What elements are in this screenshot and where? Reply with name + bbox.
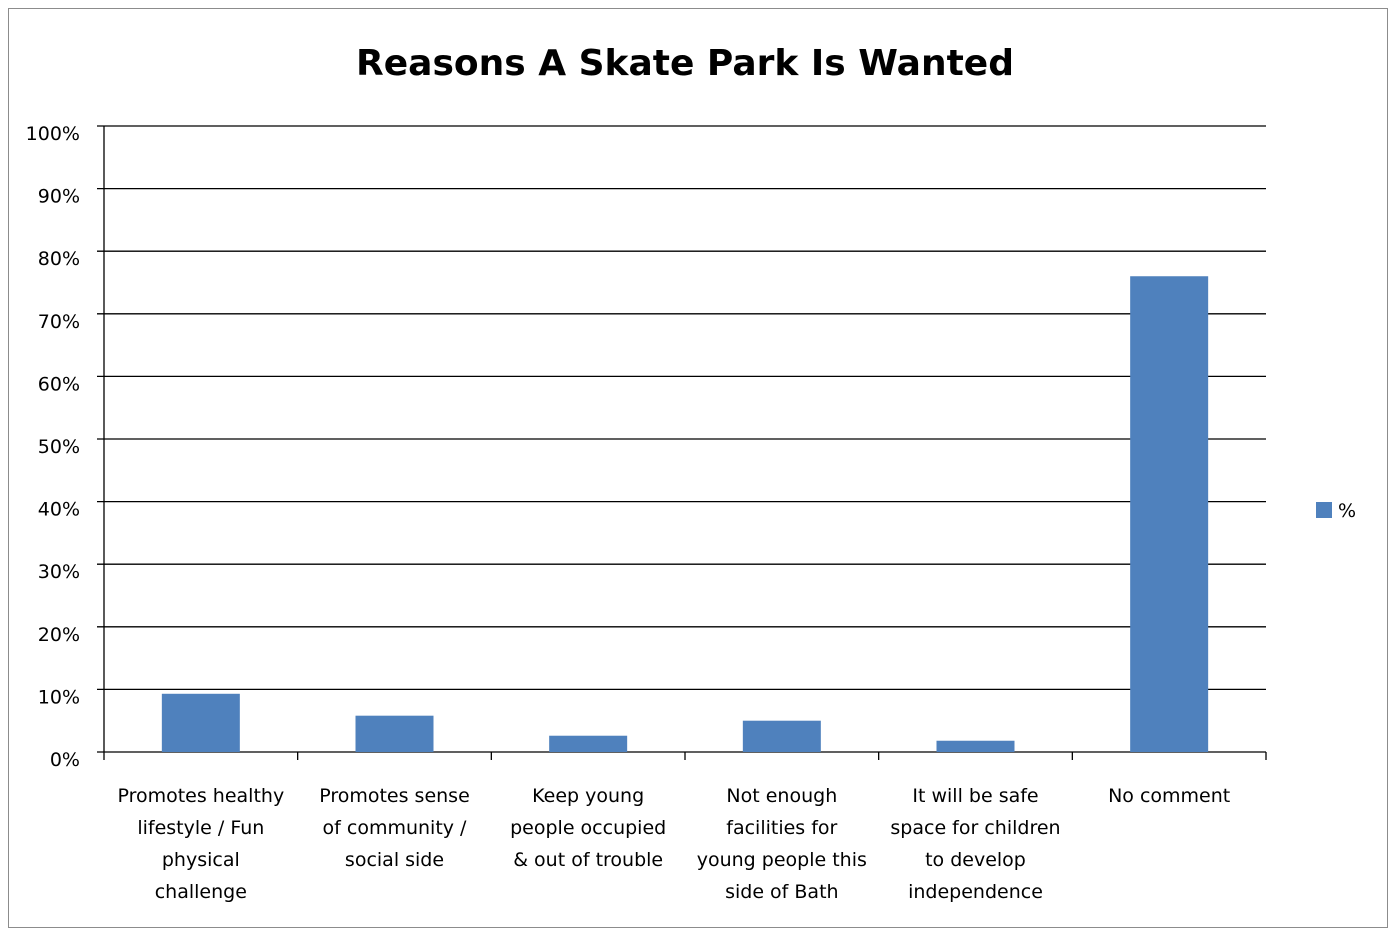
legend-swatch [1316,502,1332,518]
x-category-label: Not enough facilities for young people thi… [697,785,867,903]
x-category-line: people occupied [510,817,666,839]
y-tick-label: 90% [38,186,80,208]
x-category-line: young people this [697,849,867,871]
y-axis-ticks: 0% 10% 20% 30% 40% 50% 60% 70% 80% 90% 100% [26,123,80,771]
x-category-line: facilities for [726,817,837,839]
bar [1130,276,1209,752]
y-tick-label: 20% [38,624,80,646]
y-tick-label: 60% [38,373,80,395]
x-category-label: It will be safe space for children to deve… [890,785,1060,903]
x-category-line: Promotes healthy [117,785,284,807]
x-category-line: No comment [1108,785,1230,807]
x-category-label: Promotes healthy lifestyle / Fun physical c… [117,785,284,903]
bar [936,740,1015,752]
x-category-line: lifestyle / Fun [137,817,264,839]
x-axis-categories: Promotes healthy lifestyle / Fun physical c… [117,785,1230,903]
y-tick-label: 70% [38,311,80,333]
x-category-line: challenge [155,881,247,903]
x-category-line: Not enough [726,785,837,807]
y-tick-label: 40% [38,499,80,521]
x-category-line: of community / [323,817,468,839]
x-category-line: independence [908,881,1043,903]
bar [742,720,821,752]
x-category-label: Promotes sense of community / social side [319,785,470,871]
x-category-line: to develop [925,849,1026,871]
bar [549,735,628,752]
x-category-line: side of Bath [725,881,839,903]
x-category-line: It will be safe [912,785,1038,807]
x-category-line: social side [345,849,444,871]
bar [355,715,434,752]
x-category-line: Promotes sense [319,785,470,807]
x-category-label: Keep young people occupied & out of troubl… [510,785,666,871]
y-tick-label: 50% [38,436,80,458]
bar [161,693,240,752]
legend: % [1316,500,1356,522]
x-category-line: physical [162,849,240,871]
x-category-label: No comment [1108,785,1230,807]
y-tick-label: 100% [26,123,80,145]
x-category-line: space for children [890,817,1060,839]
y-tick-label: 0% [50,749,80,771]
x-category-line: Keep young [532,785,644,807]
chart-title: Reasons A Skate Park Is Wanted [356,43,1014,84]
y-tick-label: 30% [38,561,80,583]
y-tick-label: 10% [38,686,80,708]
legend-label: % [1338,500,1356,522]
x-category-line: & out of trouble [513,849,663,871]
x-axis [103,126,1267,760]
bar-chart: Reasons A Skate Park Is Wanted 0% 10% 20% 3… [26,43,1356,903]
y-tick-label: 80% [38,248,80,270]
bars [161,276,1209,752]
gridlines [97,125,1266,753]
